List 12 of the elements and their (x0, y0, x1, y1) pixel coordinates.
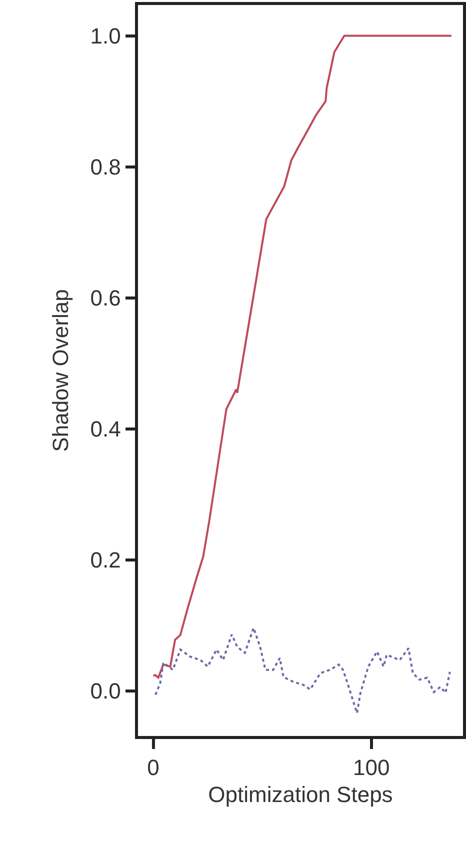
x-tick-label: 0 (147, 755, 160, 780)
y-tick-label: 0.2 (90, 548, 121, 572)
x-tick-label: 100 (353, 755, 390, 780)
line-series (154, 626, 451, 714)
line-series (152, 34, 452, 679)
y-tick-label: 0.6 (90, 285, 121, 310)
y-tick-label: 0.8 (90, 154, 121, 180)
y-axis-title: Shadow Overlap (48, 289, 74, 452)
y-tick-label: 0.4 (90, 416, 121, 442)
y-tick-label: 1.0 (90, 23, 121, 48)
y-tick-label: 0.0 (90, 678, 121, 704)
x-axis-title: Optimization Steps (208, 782, 393, 808)
